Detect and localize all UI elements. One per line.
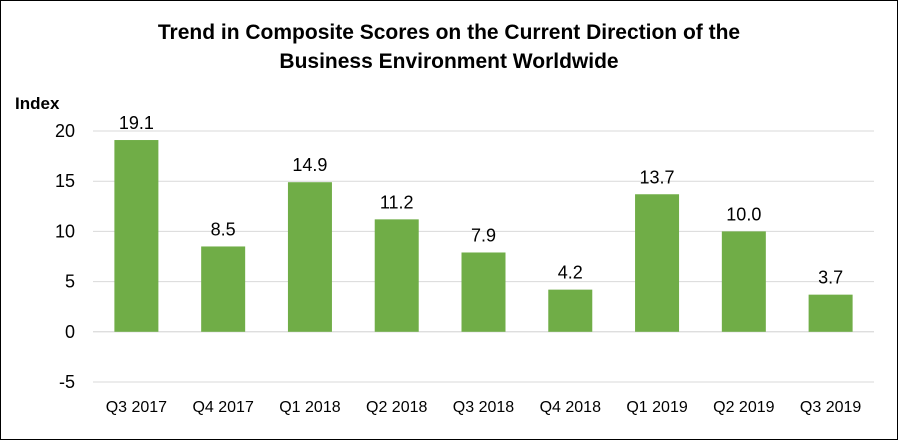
- data-label: 4.2: [558, 263, 583, 283]
- bars: [114, 140, 853, 332]
- y-tick-label: 15: [55, 171, 75, 191]
- data-label: 3.7: [818, 268, 843, 288]
- x-tick-label: Q2 2018: [366, 399, 427, 416]
- y-tick-label: -5: [59, 372, 75, 392]
- y-axis-label: Index: [15, 94, 60, 113]
- x-tick-label: Q4 2017: [192, 399, 253, 416]
- y-axis-ticks: 20 15 10 5 0 -5: [55, 121, 75, 392]
- chart-title-line-2: Business Environment Worldwide: [279, 50, 618, 73]
- x-tick-label: Q2 2019: [713, 399, 774, 416]
- bar: [548, 289, 593, 332]
- bar: [461, 252, 506, 332]
- chart-title-line-1: Trend in Composite Scores on the Current…: [158, 21, 740, 44]
- data-label: 11.2: [380, 192, 414, 212]
- data-label: 7.9: [471, 225, 496, 245]
- bar: [808, 294, 853, 332]
- data-label: 14.9: [292, 155, 327, 175]
- bar: [374, 219, 419, 332]
- y-tick-label: 20: [55, 121, 75, 141]
- y-tick-label: 5: [65, 272, 75, 292]
- bar: [201, 246, 246, 332]
- bar: [114, 140, 159, 332]
- x-tick-label: Q3 2018: [453, 399, 514, 416]
- x-tick-label: Q3 2019: [800, 399, 861, 416]
- x-axis-ticks: Q3 2017 Q4 2017 Q1 2018 Q2 2018 Q3 2018 Q4 20…: [106, 399, 862, 416]
- y-tick-label: 10: [55, 221, 75, 241]
- bar: [635, 194, 680, 332]
- y-tick-label: 0: [65, 322, 75, 342]
- x-tick-label: Q1 2019: [626, 399, 687, 416]
- data-label: 8.5: [211, 219, 236, 239]
- data-label: 10.0: [726, 204, 761, 224]
- data-label: 19.1: [119, 113, 154, 133]
- x-tick-label: Q3 2017: [106, 399, 167, 416]
- bar: [721, 231, 766, 332]
- x-tick-label: Q4 2018: [540, 399, 601, 416]
- x-tick-label: Q1 2018: [279, 399, 340, 416]
- data-labels: 19.1 8.5 14.9 11.2 7.9 4.2 13.7 10.0 3.7: [119, 113, 843, 288]
- data-label: 13.7: [640, 167, 675, 187]
- bar: [287, 182, 332, 332]
